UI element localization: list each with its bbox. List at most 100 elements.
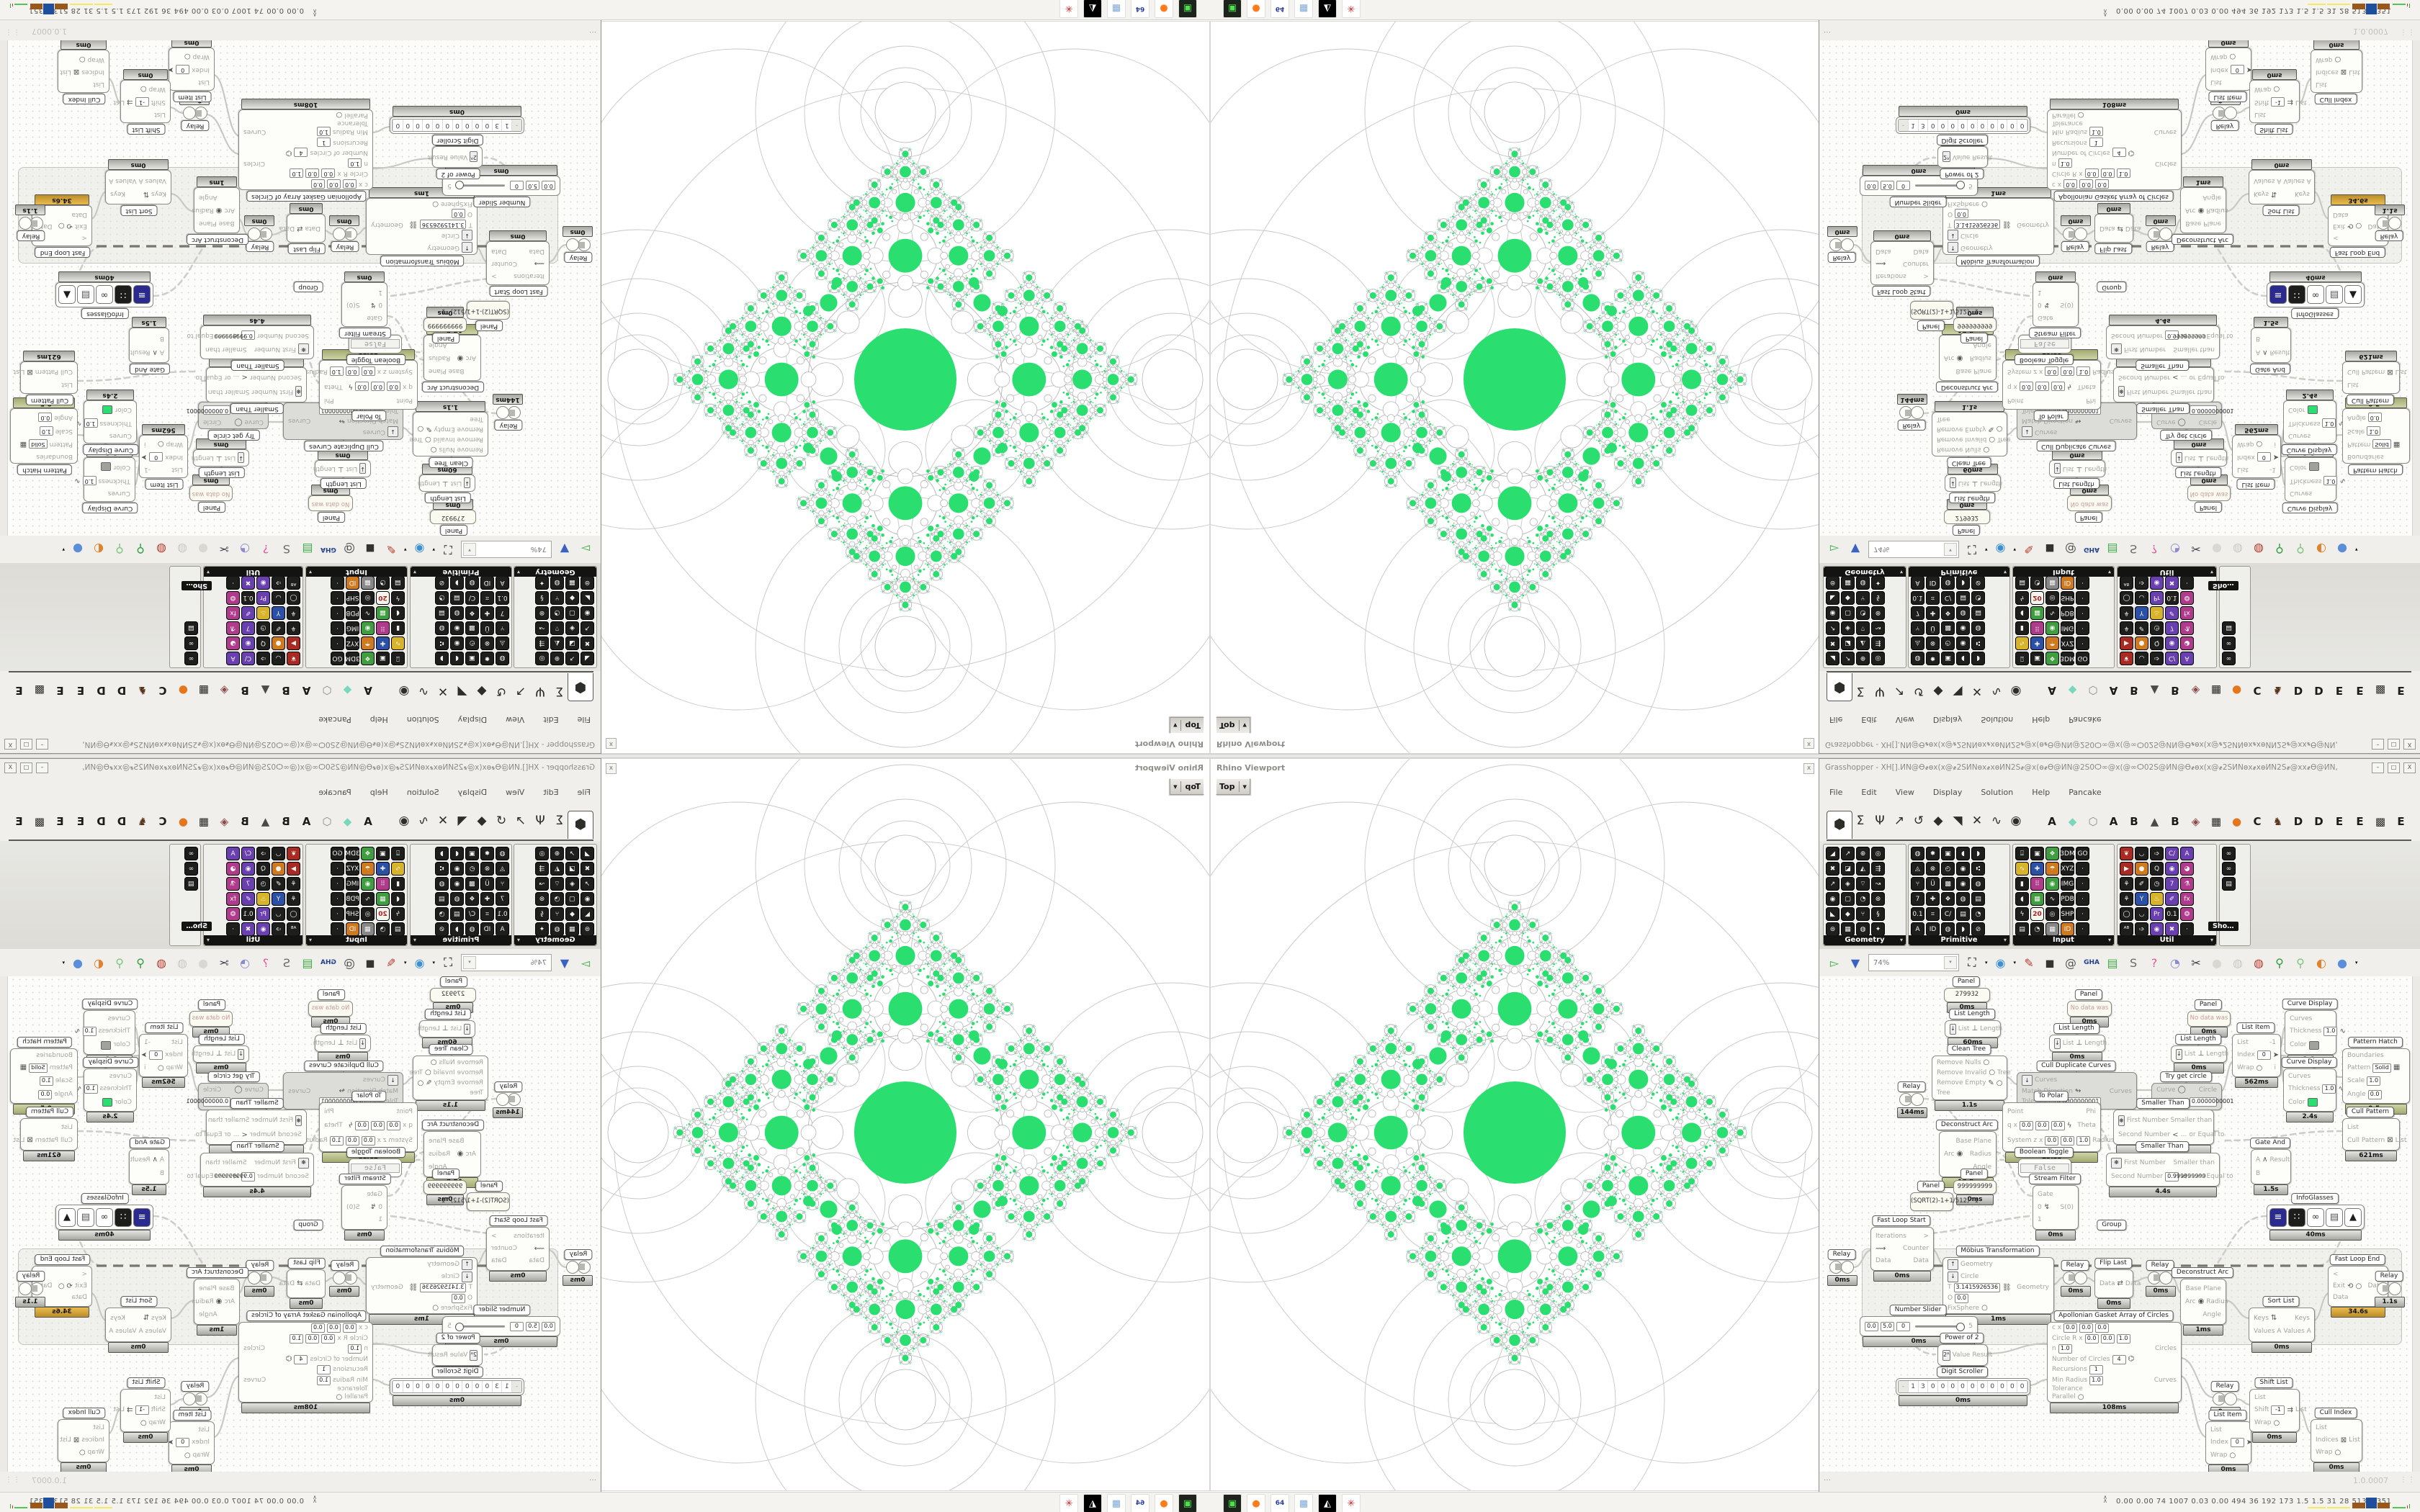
node-fast-loop-end-tag[interactable]: Fast Loop End (2329, 247, 2385, 258)
toggle-circle-icon[interactable]: ○ (184, 53, 191, 61)
node-clean-tree-tag[interactable]: Clean Tree (1946, 457, 1991, 468)
palette-icon-2-1[interactable]: ▣ (2030, 652, 2044, 665)
save-file-icon[interactable]: ▼ (1850, 955, 1860, 970)
node-clean-tree-tag[interactable]: Clean Tree (1946, 1044, 1991, 1055)
panel-value[interactable]: No data was (2190, 1014, 2228, 1022)
palette-icon-0-13[interactable]: ▢ (1841, 892, 1855, 906)
ribbon-x-icon[interactable]: ✂ (2191, 955, 2201, 970)
node-clean-tree[interactable]: Remove Nulls ○ Remove Invalid ○ Tree Remove E… (1932, 412, 2011, 456)
palette-icon-3-9[interactable]: ◕ (226, 862, 240, 876)
tab-icon-1[interactable]: Σ (555, 684, 564, 698)
node-list-length[interactable]: ↓ List ⊥ Length (1945, 1020, 2002, 1038)
param-value[interactable]: 0.0 (371, 382, 385, 391)
palette-icon-2-20[interactable]: ϟ (2015, 907, 2029, 921)
palette-icon-0-19[interactable]: § (535, 907, 549, 921)
boolean-value[interactable]: False (2020, 339, 2069, 349)
palette-icon-2-9[interactable]: · (2076, 636, 2089, 650)
firefox-icon[interactable]: ● (1155, 1494, 1173, 1512)
node-boolean-toggle-tag[interactable]: Boolean Toggle (2014, 1147, 2074, 1158)
palette-icon-1-29[interactable]: ⊘ (435, 922, 449, 936)
node-deconstruct-arc-tag[interactable]: Deconstruct Arc (421, 1120, 485, 1130)
palette-icon-0-19[interactable]: § (535, 591, 549, 605)
param-value[interactable]: 1.0 (82, 1027, 97, 1036)
orange-ball-icon[interactable]: ◐ (93, 955, 104, 970)
param-value[interactable]: 3.1415926536 (419, 1283, 467, 1293)
tab-icon-0[interactable]: ⬢ (1827, 673, 1852, 701)
dropdown-caret-icon[interactable]: ▾ (1985, 960, 1988, 966)
palette-icon-3-22[interactable]: Pr (2150, 591, 2164, 605)
palette-icon-3-0[interactable]: ❦ (2120, 652, 2133, 665)
infoglasses-icon-4[interactable]: ▲ (58, 1207, 76, 1227)
palette-icon-2-12[interactable]: ◉ (361, 621, 375, 635)
palette-icon-3-19[interactable]: fx (226, 892, 240, 906)
palette-icon-3-2[interactable]: ➩ (2150, 652, 2164, 665)
tab-plugin-15[interactable]: E (56, 684, 64, 697)
palette-icon-1-2[interactable]: ▣ (1941, 847, 1955, 860)
palette-icon-2-6[interactable]: ✚ (2030, 862, 2044, 876)
digit-cell[interactable]: 0 (1948, 120, 1958, 131)
palette-icon-2-17[interactable]: ∿ (361, 606, 375, 620)
tab-icon-3[interactable]: ↗ (1894, 814, 1905, 828)
tab-plugin-5[interactable]: ▲ (261, 684, 270, 697)
digit-cell[interactable]: 1 (1909, 1381, 1919, 1392)
palette-icon-1-7[interactable]: ◴ (465, 862, 479, 876)
dropdown-caret-icon[interactable]: ▾ (62, 546, 65, 552)
node-curve-display[interactable]: Curves Thickness 1.0 ∿ Color (2283, 1068, 2344, 1112)
tab-plugin-12[interactable]: D (2293, 684, 2303, 697)
param-value[interactable]: 1.0 (82, 476, 97, 485)
palette-icon-3-12[interactable]: ◷ (256, 877, 270, 891)
toggle-circle-icon[interactable]: ○ (140, 1418, 147, 1427)
tab-plugin-13[interactable]: D (2314, 815, 2323, 828)
palette-icon-2-16[interactable]: ▦ (376, 606, 390, 620)
menu-display[interactable]: Display (1932, 788, 1963, 797)
palette-icon-2-23[interactable]: SHP (2061, 907, 2074, 921)
palette-icon-1-24[interactable]: ◔ (1971, 591, 1985, 605)
digit-cell[interactable]: 0 (422, 1381, 433, 1392)
palette-icon-1-22[interactable]: C/ (1941, 591, 1955, 605)
palette-icon-1-21[interactable]: ⌗ (1926, 907, 1940, 921)
panel-value[interactable]: 279932 (1955, 991, 1979, 999)
palette-icon-1-23[interactable]: ▤ (1956, 907, 1970, 921)
palette-icon-0-3[interactable]: ◎ (535, 652, 549, 665)
palette-icon-2-5[interactable]: ∿ (391, 862, 405, 876)
palette-icon-1-9[interactable]: ⑆ (1971, 636, 1985, 650)
palette-icon-2-20[interactable]: ϟ (391, 591, 405, 605)
palette-icon-3-2[interactable]: ➩ (256, 847, 270, 860)
palette-icon-0-11[interactable]: ↝ (535, 877, 549, 891)
digit-cell[interactable]: 0 (452, 120, 462, 131)
digit-cell[interactable]: 0 (412, 120, 423, 131)
palette-icon-3-22[interactable]: Pr (2150, 907, 2164, 921)
palette-icon-1-17[interactable]: ❖ (1941, 892, 1955, 906)
node-fast-loop-start[interactable]: Iterations > ⟿ Counter Data Data (486, 241, 550, 285)
node-panel-tag[interactable]: Panel (2194, 502, 2223, 513)
node-smaller-than-tag[interactable]: Smaller Than (2136, 403, 2190, 414)
palette-icon-2-3[interactable]: 3DM (346, 847, 359, 860)
menu-view[interactable]: View (1895, 715, 1914, 724)
toggle-circle-icon[interactable]: ○ (417, 1079, 424, 1087)
solid-preview-icon[interactable]: ◼ (2045, 542, 2055, 557)
palette-icon-1-18[interactable]: ◍ (1956, 606, 1970, 620)
canvas-scroll-strip[interactable] (0, 40, 8, 536)
param-value[interactable]: 0.0 (2095, 1323, 2110, 1333)
node-smaller-than-tag[interactable]: Smaller Than (2136, 1141, 2189, 1152)
toggle-circle-icon[interactable]: ○ (336, 1392, 343, 1401)
palette-icon-2-26[interactable]: ◔ (2030, 922, 2044, 936)
node-relay-tag[interactable]: Relay (2210, 120, 2239, 131)
param-value[interactable]: Solid (2372, 439, 2391, 449)
param-value[interactable]: 1.0 (2076, 366, 2091, 376)
search-s-icon[interactable]: S (282, 955, 291, 970)
param-value[interactable]: 0 (2257, 1050, 2271, 1060)
digit-cell[interactable]: 0 (1987, 120, 1998, 131)
palette-icon-1-28[interactable]: ◗ (1956, 576, 1970, 590)
palette-icon-2-11[interactable]: ⠿ (2030, 621, 2044, 635)
red-torus-icon[interactable]: ◍ (156, 542, 166, 557)
toggle-circle-icon[interactable]: ○ (1989, 435, 1996, 444)
palette-icon-3-20[interactable]: ◯ (287, 591, 300, 605)
tab-icon-8[interactable]: ∿ (1991, 684, 2002, 698)
node-cull-pattern-tag[interactable]: Cull Pattern (2346, 395, 2395, 405)
digit-cell[interactable]: - (511, 1381, 521, 1392)
palette-label-util[interactable]: Util ▾ (204, 567, 302, 577)
digit-cell[interactable]: - (1899, 120, 1909, 131)
palette-icon-3-7[interactable]: Q (2150, 636, 2164, 650)
palette-icon-3-13[interactable]: 7 (241, 877, 255, 891)
